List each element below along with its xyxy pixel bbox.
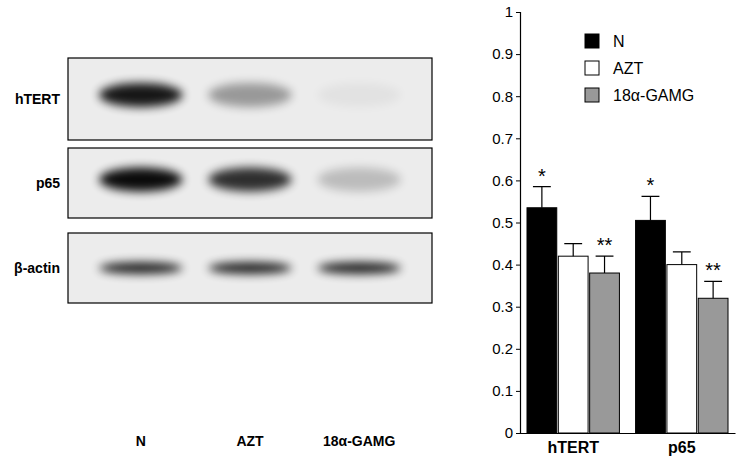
y-axis: 0 0.1 0.2 0.3 0.4 0.5 0.6 0.7 0.8 0.9 1: [492, 3, 520, 441]
band: [208, 83, 292, 107]
annotation: *: [538, 165, 546, 187]
figure: hTERT p65 β-actin N AZT 18α-GAMG 0 0.1 0.2 0.3 0.4…: [0, 0, 737, 463]
legend-label: AZT: [613, 60, 643, 77]
blot-panel: [68, 233, 432, 303]
band: [317, 168, 401, 192]
tick-mark: [516, 223, 520, 224]
legend-swatch: [585, 88, 599, 102]
tick-label: 0.5: [492, 214, 513, 231]
tick-label: 0.3: [492, 298, 513, 315]
tick: 0.2: [492, 340, 520, 357]
lane-label: 18α-GAMG: [323, 433, 396, 449]
legend-label: N: [613, 33, 625, 50]
tick: 0.9: [492, 45, 520, 62]
tick: hTERT: [547, 433, 599, 456]
tick-label: 0.2: [492, 340, 513, 357]
blot-panel: [68, 58, 432, 140]
axis-line: [521, 433, 736, 434]
band: [99, 168, 183, 192]
western-blot: hTERT p65 β-actin N AZT 18α-GAMG: [14, 58, 432, 449]
error-bar: [596, 256, 614, 273]
blot-panel: [68, 148, 432, 218]
tick: p65: [668, 433, 696, 456]
band: [208, 262, 292, 274]
bar: [527, 208, 557, 433]
tick-mark: [516, 12, 520, 13]
tick-label: 0.9: [492, 45, 513, 62]
band: [99, 262, 183, 274]
band: [317, 83, 401, 107]
tick-mark: [516, 265, 520, 266]
tick-mark: [516, 96, 520, 97]
tick-label: 0.7: [492, 130, 513, 147]
row-label: p65: [36, 175, 60, 191]
band: [99, 83, 183, 107]
panel-background: [68, 233, 432, 303]
tick-label: 0.4: [492, 256, 513, 273]
lane-label: AZT: [236, 433, 264, 449]
panel-frame: [68, 233, 432, 303]
tick-label: 0: [505, 424, 513, 441]
panel-background: [68, 148, 432, 218]
tick-label: 0.8: [492, 88, 513, 105]
tick: 0.5: [492, 214, 520, 231]
panel-frame: [68, 58, 432, 140]
tick-label: 1: [505, 3, 513, 20]
band: [208, 168, 292, 192]
annotation: **: [597, 234, 613, 256]
marks: [527, 187, 728, 433]
bar: [636, 220, 666, 433]
axis-line: [516, 13, 521, 434]
tick-label: 0.6: [492, 172, 513, 189]
tick-mark: [516, 391, 520, 392]
tick-label: p65: [668, 439, 696, 456]
legend-label: 18α-GAMG: [613, 87, 694, 104]
tick: 0.6: [492, 172, 520, 189]
error-bar: [704, 281, 722, 298]
series: [558, 244, 696, 433]
tick: 0.1: [492, 382, 520, 399]
tick-label: 0.1: [492, 382, 513, 399]
bar: [667, 265, 697, 433]
tick: 1: [505, 3, 520, 20]
error-bar: [642, 196, 660, 220]
annotations: ******: [538, 165, 721, 282]
error-bar: [673, 252, 691, 265]
row-label: β-actin: [14, 260, 60, 276]
row-label: hTERT: [15, 91, 61, 107]
panel-background: [68, 58, 432, 140]
band: [317, 262, 401, 274]
bands: [99, 262, 401, 274]
bands: [99, 83, 401, 107]
tick-mark: [516, 180, 520, 181]
tick-mark: [516, 54, 520, 55]
bar: [558, 256, 588, 433]
tick-mark: [516, 433, 520, 434]
tick: 0.8: [492, 88, 520, 105]
annotation: **: [705, 259, 721, 281]
annotation: *: [647, 174, 655, 196]
legend-swatch: [585, 61, 599, 75]
tick-mark: [516, 307, 520, 308]
legend: N AZT 18α-GAMG: [585, 33, 694, 104]
error-bar: [564, 244, 582, 257]
lane-label: N: [136, 433, 146, 449]
tick-mark: [516, 349, 520, 350]
error-bar: [533, 187, 551, 208]
panel-frame: [68, 148, 432, 218]
tick: 0: [505, 424, 520, 441]
bar-chart: 00.10.20.30.40.50.60.70.80.91hTERTp65***…: [492, 3, 735, 456]
tick: 0.4: [492, 256, 520, 273]
legend-swatch: [585, 34, 599, 48]
series: [590, 256, 728, 433]
tick-label: hTERT: [547, 439, 599, 456]
tick: 0.3: [492, 298, 520, 315]
bands: [99, 168, 401, 192]
tick: 0.7: [492, 130, 520, 147]
series: [527, 187, 665, 433]
bar: [698, 298, 728, 433]
bar: [590, 273, 620, 433]
x-axis: hTERT p65: [521, 433, 736, 456]
tick-mark: [516, 138, 520, 139]
